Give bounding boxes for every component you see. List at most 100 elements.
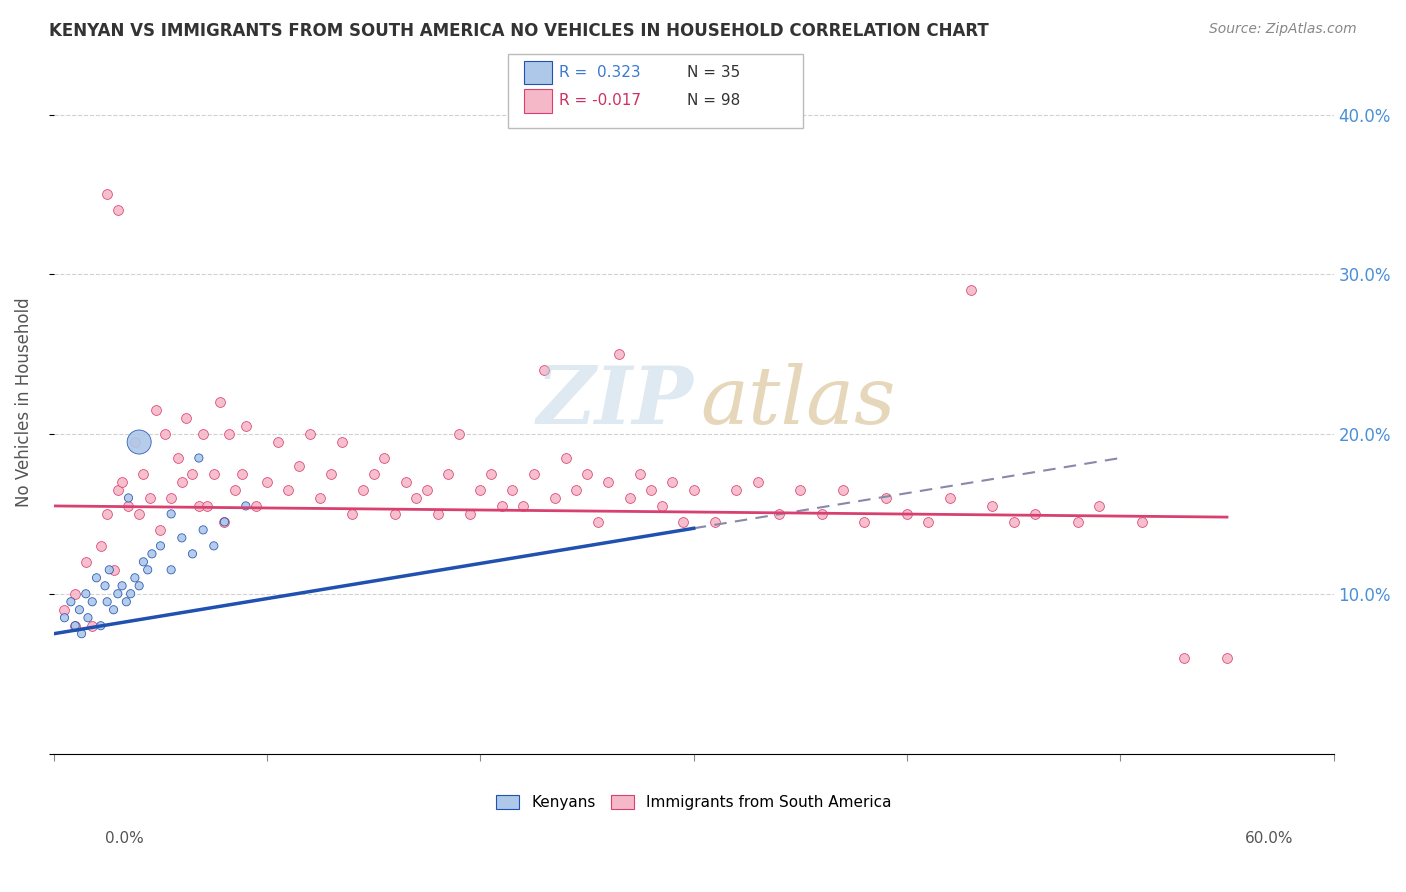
Point [181, 467, 204, 481]
Point [117, 491, 139, 505]
Point [111, 579, 134, 593]
Point [141, 547, 163, 561]
Point [224, 483, 246, 497]
Point [267, 435, 290, 450]
Point [373, 450, 395, 465]
Point [67, 603, 90, 617]
Point [896, 507, 918, 521]
Point [651, 499, 673, 513]
Point [1024, 507, 1046, 521]
Point [132, 555, 155, 569]
Point [725, 483, 748, 497]
Point [437, 467, 460, 481]
Point [672, 515, 695, 529]
Point [209, 395, 232, 409]
Point [342, 507, 364, 521]
Point [82, 618, 104, 632]
Point [321, 467, 343, 481]
Point [170, 475, 193, 489]
Point [533, 363, 555, 377]
Text: N = 35: N = 35 [688, 65, 741, 80]
Text: 60.0%: 60.0% [1246, 831, 1294, 846]
Point [704, 515, 727, 529]
Point [136, 563, 159, 577]
Legend: Kenyans, Immigrants from South America: Kenyans, Immigrants from South America [489, 789, 897, 816]
Point [174, 411, 197, 425]
Point [426, 507, 449, 521]
Point [245, 499, 267, 513]
Point [231, 467, 253, 481]
Point [128, 435, 150, 450]
Point [544, 491, 567, 505]
Point [63, 618, 86, 632]
Point [82, 595, 104, 609]
Point [187, 450, 209, 465]
Text: Source: ZipAtlas.com: Source: ZipAtlas.com [1209, 22, 1357, 37]
Point [458, 507, 481, 521]
Point [149, 523, 172, 537]
Point [170, 531, 193, 545]
Point [103, 603, 125, 617]
Point [124, 435, 146, 450]
Point [598, 475, 620, 489]
Point [523, 467, 546, 481]
Point [661, 475, 683, 489]
Point [470, 483, 492, 497]
Point [395, 475, 418, 489]
Point [277, 483, 299, 497]
Point [128, 507, 150, 521]
Point [1002, 515, 1025, 529]
Point [218, 427, 240, 442]
Point [1216, 650, 1239, 665]
Point [107, 483, 129, 497]
Point [682, 483, 704, 497]
Point [1088, 499, 1111, 513]
Point [132, 467, 155, 481]
Point [115, 595, 138, 609]
Point [197, 499, 219, 513]
Point [53, 603, 76, 617]
Point [96, 507, 118, 521]
Point [94, 579, 117, 593]
Point [53, 611, 76, 625]
Point [875, 491, 897, 505]
Point [235, 419, 257, 434]
Point [298, 427, 321, 442]
Point [90, 539, 112, 553]
Text: ZIP: ZIP [537, 363, 693, 441]
Point [103, 563, 125, 577]
Point [917, 515, 939, 529]
FancyBboxPatch shape [523, 88, 551, 112]
Point [214, 515, 236, 529]
Point [153, 427, 176, 442]
Point [449, 427, 471, 442]
Point [120, 587, 142, 601]
Point [70, 626, 93, 640]
Point [565, 483, 588, 497]
Point [75, 555, 97, 569]
Point [416, 483, 439, 497]
Point [191, 523, 214, 537]
Point [187, 499, 209, 513]
Point [96, 595, 118, 609]
Point [288, 458, 311, 473]
Point [75, 587, 97, 601]
Point [576, 467, 599, 481]
Point [1173, 650, 1195, 665]
Point [59, 595, 82, 609]
Point [107, 203, 129, 218]
Point [77, 611, 100, 625]
Point [128, 579, 150, 593]
Point [96, 187, 118, 202]
Point [124, 571, 146, 585]
Point [479, 467, 502, 481]
Point [512, 499, 534, 513]
Point [981, 499, 1004, 513]
Text: R = -0.017: R = -0.017 [560, 93, 641, 108]
Point [619, 491, 641, 505]
Point [214, 515, 236, 529]
Text: R =  0.323: R = 0.323 [560, 65, 641, 80]
Point [235, 499, 257, 513]
Y-axis label: No Vehicles in Household: No Vehicles in Household [15, 297, 32, 507]
Point [98, 563, 121, 577]
